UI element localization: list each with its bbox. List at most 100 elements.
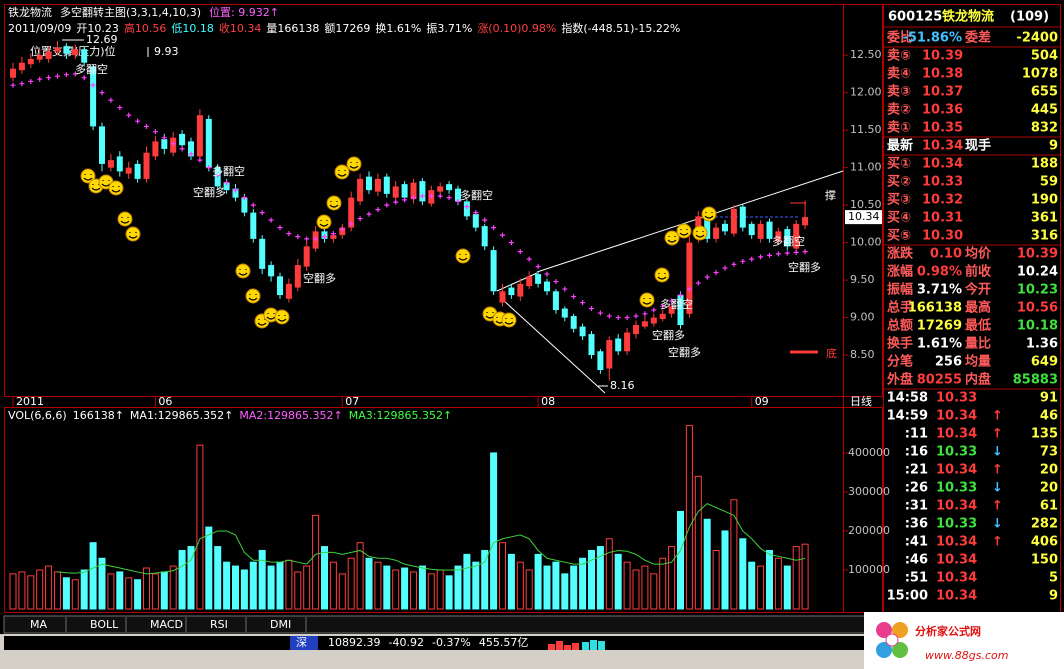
tab: BOLL [90, 618, 119, 631]
y-tick-label: 12.00 [850, 86, 882, 99]
quote-cell: 91 [1040, 391, 1058, 406]
volume-bar [472, 561, 480, 610]
volume-bar [303, 565, 311, 610]
stop-marker [37, 76, 43, 82]
candle-body [366, 176, 372, 191]
volume-bar [445, 575, 453, 610]
quote-cell: 量比 [965, 336, 991, 352]
candle-body [561, 308, 568, 318]
volume-bar [401, 567, 409, 610]
smiley-face [657, 273, 667, 280]
volume-bar [9, 573, 17, 610]
tab: RSI [210, 618, 228, 631]
signal-label: 多翻空 [460, 188, 493, 202]
candle-body [722, 223, 728, 232]
stop-marker [678, 292, 683, 298]
quote-cell: 买③ [887, 193, 911, 208]
smiley [245, 288, 261, 304]
quote-cell: 9 [1049, 139, 1058, 154]
stop-marker [233, 187, 238, 193]
stop-marker [304, 236, 310, 242]
stop-marker [28, 78, 34, 84]
candle-body [357, 178, 364, 202]
quote-cell: ↓ [992, 517, 1003, 532]
quote-cell: 655 [1031, 85, 1058, 100]
signal-label: 空翻多 [788, 260, 821, 274]
candle-body [668, 306, 675, 314]
stop-marker [571, 294, 577, 300]
quote-cell: 最新 [887, 138, 913, 154]
quote-cell: 最低 [965, 318, 991, 334]
candle-body [499, 291, 506, 303]
quote-cell: 10.18 [1017, 319, 1058, 334]
stop-marker [393, 199, 399, 205]
quote-cell: 10.33 [936, 391, 977, 406]
quote-cell: 504 [1031, 49, 1058, 64]
info-text: 2011/09/09 [8, 22, 71, 35]
status-text: -40.92 [389, 636, 424, 649]
stop-marker [740, 258, 746, 264]
candle-body [90, 66, 97, 127]
candle-body [143, 152, 150, 179]
price-tag-label: 10.34 [848, 210, 880, 223]
candle-body [517, 283, 524, 297]
volume-bar [463, 553, 471, 610]
stop-marker [758, 254, 764, 260]
quote-cell: 361 [1031, 211, 1058, 226]
x-tick-label: 06 [158, 395, 172, 408]
stop-marker [562, 286, 568, 292]
quote-cell: 卖⑤ [887, 48, 911, 64]
candle-body [793, 223, 800, 249]
y-tick-label: 100000 [848, 563, 890, 576]
quote-cell: 1.36 [1026, 337, 1058, 352]
smiley [692, 225, 708, 241]
quote-cell: 3.71% [917, 283, 962, 298]
candle-body [802, 217, 809, 226]
candle-body [392, 186, 399, 198]
smiley-face [337, 170, 347, 177]
volume-bar [596, 546, 604, 610]
volume-title: VOL(6,6,6) [8, 409, 67, 422]
stop-marker [322, 234, 327, 240]
candle-body [579, 326, 586, 337]
candle-body [232, 188, 239, 198]
candle-body [125, 167, 132, 174]
candle-body [730, 208, 737, 234]
volume-bar [641, 565, 649, 610]
bottom-mark: 底 [826, 346, 837, 360]
candle-body [659, 313, 666, 320]
quote-cell: 10.33 [936, 517, 977, 532]
candle-body [330, 235, 337, 239]
tab-bar [3, 615, 885, 634]
volume-bar [721, 530, 729, 610]
quote-cell: ↑ [992, 409, 1003, 424]
trend-line [502, 299, 606, 394]
candle-body [570, 316, 577, 329]
breadth-bar [590, 640, 597, 650]
smiley [654, 267, 670, 283]
quote-cell: 10.34 [936, 571, 977, 586]
smiley-face [704, 212, 714, 219]
quote-cell: 1.61% [917, 337, 962, 352]
volume-panel-frame [4, 407, 883, 613]
y-tick-label: 8.50 [850, 348, 875, 361]
candle-body [606, 340, 613, 369]
quote-cell: 256 [935, 355, 962, 370]
signal-label: 多翻空 [212, 164, 245, 178]
stop-marker [108, 97, 114, 103]
market-box [290, 636, 318, 650]
candle-body [161, 139, 168, 149]
quote-cell: 现手 [965, 138, 991, 154]
candle-body [757, 223, 764, 239]
info-text: 涨(0.10)0.98% [477, 22, 556, 35]
trend-line [496, 272, 538, 292]
quote-cell: 5 [1049, 571, 1058, 586]
volume-title: MA3:129865.352↑ [349, 409, 452, 422]
volume-bar [677, 510, 684, 610]
quote-cell: 10.32 [922, 193, 963, 208]
volume-bar [223, 561, 231, 610]
candle-body [250, 212, 257, 239]
candle-body [383, 176, 390, 194]
candle-body [152, 141, 159, 157]
